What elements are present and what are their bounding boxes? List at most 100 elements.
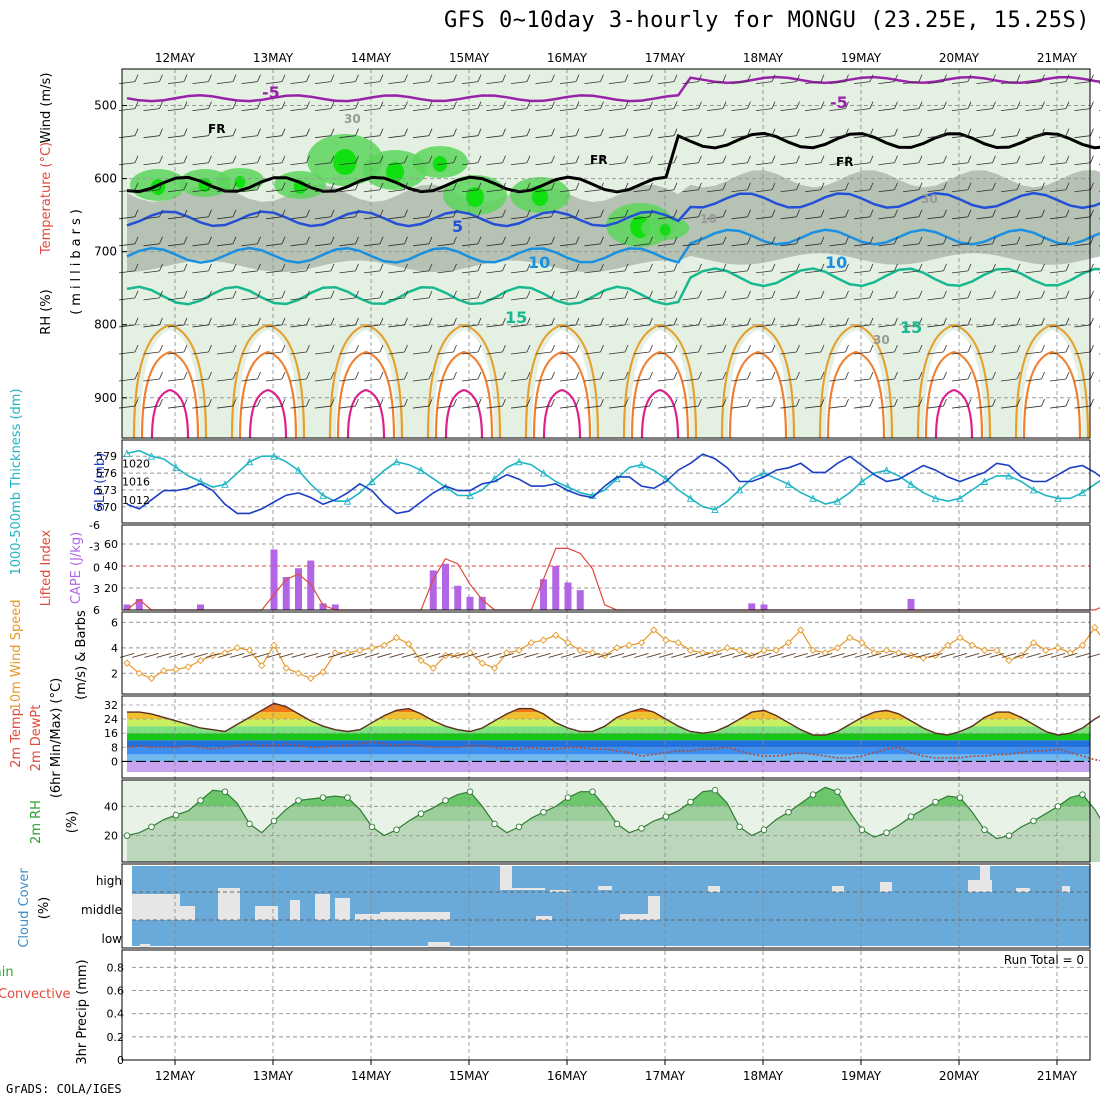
wind-barb (461, 297, 479, 301)
wind-barb-flag (820, 371, 825, 380)
wind-barb-flag (747, 74, 751, 82)
wind-barb-flag (551, 371, 555, 380)
wind-barb (192, 378, 209, 382)
wind-barb (829, 81, 846, 85)
wind-speed-marker (233, 644, 241, 652)
wind-speed-marker (846, 633, 854, 642)
wind-barb-flag (159, 371, 163, 380)
wind-barb-flag (134, 344, 139, 353)
wind-barb-flag (1016, 209, 1021, 217)
temp-contour-30 (346, 388, 386, 439)
panel-frame (121, 611, 1091, 695)
wind-barb (731, 270, 748, 274)
surface-wind-barb (438, 653, 453, 658)
wind-barb (780, 216, 797, 220)
wind-barb-flag (159, 128, 163, 136)
wind-barb (657, 162, 675, 166)
wind-barb (314, 81, 332, 85)
wind-barb-flag (1041, 128, 1045, 136)
surface-wind-barb (646, 653, 661, 658)
wind-barb-flag (134, 398, 139, 407)
surface-wind-barb (744, 653, 759, 658)
wind-barb-flag (208, 344, 212, 353)
wind-barb-flag (428, 290, 433, 299)
contour-label: 30 (344, 112, 361, 126)
rh-marker (711, 787, 719, 794)
wind-barb (608, 135, 626, 139)
thickness-marker (858, 477, 866, 485)
wind-barb-flag (257, 263, 261, 272)
p8-ytick: 0.6 (107, 985, 125, 998)
wind-barb-flag (306, 344, 310, 353)
wind-barb-flag (845, 128, 849, 136)
thickness-marker (515, 457, 523, 466)
wind-barb-flag (379, 236, 384, 244)
wind-barb-flag (575, 344, 580, 353)
wind-barb-flag (281, 74, 286, 82)
wind-barb (559, 189, 577, 193)
surface-wind-barb (854, 653, 870, 658)
wind-barb-flag (257, 236, 261, 244)
thickness-marker (245, 457, 254, 466)
wind-barb-flag (747, 155, 751, 163)
wind-barb (192, 216, 209, 220)
wind-barb-flag (649, 317, 653, 326)
temp-contour-25 (728, 350, 788, 439)
wind-barb-flag (232, 155, 237, 163)
wind-barb-flag (428, 371, 433, 380)
wind-barb-flag (551, 74, 555, 82)
rh-marker (540, 808, 547, 816)
wind-barb (363, 405, 381, 409)
wind-barb (657, 378, 675, 382)
wind-barb-flag (747, 371, 751, 380)
contour-label: FR (836, 155, 853, 169)
wind-barb (1025, 297, 1042, 301)
wind-barb-flag (698, 155, 702, 163)
wind-barb-flag (477, 101, 482, 109)
wind-barb (437, 189, 454, 193)
cape-bar (540, 579, 547, 610)
dry-pocket (1022, 330, 1082, 438)
wind-barb (241, 216, 258, 220)
wind-barb-flag (477, 236, 482, 244)
p7-high-label: high (96, 874, 122, 888)
wind-barb-flag (796, 317, 800, 326)
wind-barb (461, 189, 479, 193)
wind-barb-flag (379, 182, 384, 190)
wind-barb (559, 135, 577, 139)
wind-barb-flag (624, 182, 629, 190)
p1-ytick: 900 (94, 391, 117, 405)
wind-barb-flag (502, 398, 506, 407)
wind-barb-flag (722, 128, 727, 136)
wind-barb-flag (845, 290, 849, 299)
wind-speed-marker (172, 665, 180, 674)
wind-barb-flag (1090, 398, 1094, 407)
wind-barb (559, 324, 577, 328)
wind-barb-flag (1065, 182, 1070, 190)
wind-barb (608, 216, 626, 220)
wind-barb-flag (649, 236, 653, 244)
clear-sky-block (355, 914, 380, 920)
wind-speed-marker (196, 656, 205, 665)
wind-barb-flag (771, 371, 776, 380)
wind-barb (1074, 189, 1091, 193)
surface-wind-barb (279, 653, 294, 658)
wind-speed-marker (784, 639, 793, 647)
slp-line (126, 453, 1100, 515)
temp-contour-5 (126, 191, 1100, 228)
wind-barb-flag (453, 317, 457, 326)
p8-ytick: 0 (117, 1054, 124, 1067)
temp-band (127, 705, 1090, 713)
wind-barb (829, 378, 846, 382)
wind-speed-marker (735, 646, 744, 655)
wind-barb-flag (845, 398, 849, 407)
wind-barb (167, 108, 185, 112)
wind-barb (731, 378, 748, 382)
thickness-marker (907, 480, 915, 488)
clear-sky-block (428, 942, 450, 948)
wind-barb (388, 297, 405, 301)
wind-barb (290, 405, 307, 409)
wind-barb-flag (673, 74, 678, 82)
wind-barb-flag (428, 236, 433, 244)
wind-barb-flag (673, 398, 678, 407)
